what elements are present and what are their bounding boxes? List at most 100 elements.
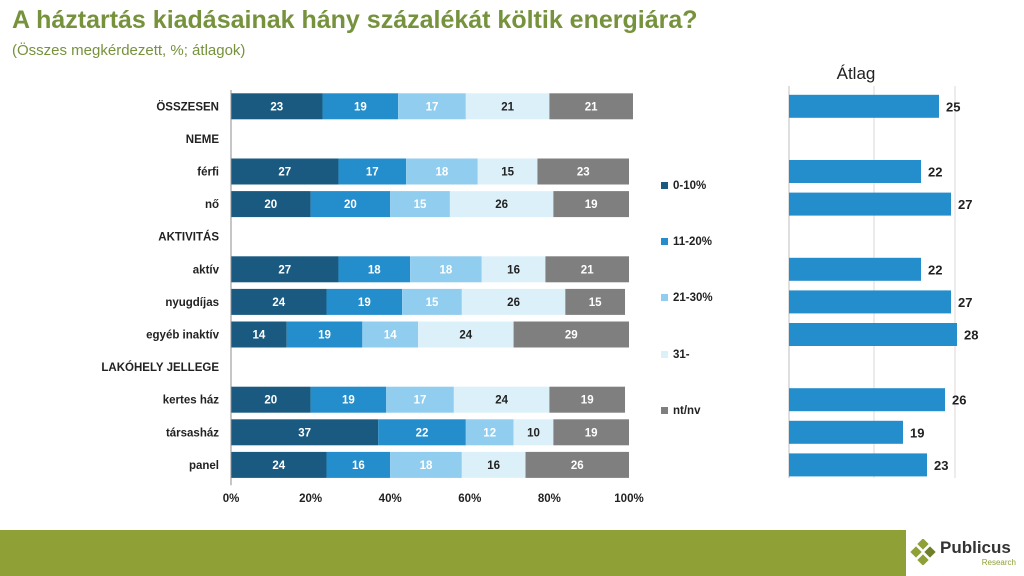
data-label: 27: [278, 167, 291, 179]
x-tick-label: 80%: [538, 493, 561, 505]
bar-segment: [513, 419, 554, 446]
bar-segment: [465, 419, 514, 446]
legend-swatch: [661, 238, 668, 245]
avg-value-label: 19: [910, 425, 924, 440]
category-label: AKTIVITÁS: [158, 231, 219, 244]
legend-swatch: [661, 182, 668, 189]
data-label: 18: [420, 460, 433, 472]
category-label: nő: [205, 199, 219, 211]
data-label: 29: [565, 330, 578, 342]
avg-bar: [789, 257, 921, 281]
bar-segment: [231, 451, 327, 478]
chart-area: ÖSSZESEN NEME férfi nő AKTIVITÁS aktív nyugdíj…: [101, 64, 978, 505]
bar-segment: [231, 191, 311, 218]
footer-bar: [0, 530, 1024, 576]
bar-segment: [338, 158, 407, 185]
avg-value-label: 22: [928, 262, 942, 277]
avg-value-label: 26: [952, 393, 966, 408]
bar-segment: [310, 191, 391, 218]
data-label: 19: [358, 297, 371, 309]
category-label: LAKÓHELY JELLEGE: [101, 361, 219, 374]
data-label: 19: [342, 395, 355, 407]
legend-label: 21-30%: [673, 292, 713, 304]
category-label: ÖSSZESEN: [156, 100, 219, 113]
bar-segment: [418, 321, 514, 348]
avg-bar: [789, 192, 951, 216]
data-label: 20: [264, 395, 277, 407]
bar-segment: [390, 191, 450, 218]
avg-bar: [789, 290, 951, 314]
data-label: 37: [298, 427, 311, 439]
avg-value-label: 28: [964, 328, 978, 343]
legend-label: 0-10%: [673, 180, 706, 192]
x-tick-label: 40%: [379, 493, 402, 505]
data-label: 17: [414, 395, 427, 407]
bar-segment: [410, 256, 482, 283]
legend-swatch: [661, 351, 668, 358]
bar-segment: [465, 93, 550, 120]
bar-segment: [231, 321, 287, 348]
avg-bar: [789, 420, 903, 444]
bar-segment: [402, 288, 462, 315]
bar-segment: [390, 451, 462, 478]
data-label: 23: [270, 101, 283, 113]
data-label: 15: [414, 199, 427, 211]
data-label: 15: [589, 297, 602, 309]
data-label: 16: [507, 264, 520, 276]
data-label: 23: [577, 167, 590, 179]
data-label: 26: [507, 297, 520, 309]
data-label: 15: [426, 297, 439, 309]
legend-label: 11-20%: [673, 236, 712, 248]
avg-bar: [789, 323, 957, 346]
avg-value-label: 23: [934, 458, 948, 473]
legend-label: 31-: [673, 349, 690, 361]
bar-segment: [231, 158, 339, 185]
bar-segment: [461, 288, 566, 315]
bar-segment: [386, 386, 454, 413]
page-title: A háztartás kiadásainak hány százalékát …: [12, 6, 698, 34]
bar-segment: [231, 256, 339, 283]
data-label: 24: [272, 460, 285, 472]
avg-bar: [789, 160, 921, 183]
avg-chart-title: Átlag: [837, 64, 876, 83]
data-label: 18: [440, 264, 453, 276]
data-label: 19: [585, 427, 598, 439]
data-label: 14: [252, 330, 265, 342]
data-label: 18: [436, 167, 449, 179]
logo-mark-icon: [910, 539, 936, 565]
avg-value-label: 27: [958, 295, 972, 310]
bar-segment: [231, 93, 323, 120]
data-label: 15: [501, 167, 514, 179]
data-label: 20: [344, 199, 357, 211]
category-label: nyugdíjas: [165, 297, 219, 309]
bar-segment: [545, 256, 629, 283]
category-label: aktív: [193, 264, 220, 276]
bar-segment: [553, 191, 629, 218]
bar-segment: [326, 451, 391, 478]
bar-segment: [338, 256, 411, 283]
data-label: 19: [585, 199, 598, 211]
bar-segment: [231, 419, 379, 446]
bar-segment: [453, 386, 550, 413]
data-label: 26: [495, 199, 508, 211]
data-label: 19: [318, 330, 331, 342]
legend-swatch: [661, 407, 668, 414]
data-label: 17: [366, 167, 379, 179]
bar-segment: [513, 321, 629, 348]
bar-segment: [231, 288, 327, 315]
bar-segment: [406, 158, 478, 185]
x-tick-label: 0%: [223, 493, 240, 505]
avg-value-label: 25: [946, 99, 960, 114]
data-label: 24: [495, 395, 508, 407]
bar-segment: [362, 321, 419, 348]
bar-segment: [477, 158, 538, 185]
data-label: 26: [571, 460, 584, 472]
bar-segment: [398, 93, 466, 120]
data-label: 12: [483, 427, 496, 439]
bar-segment: [537, 158, 629, 185]
data-label: 14: [384, 330, 397, 342]
category-label: férfi: [197, 167, 219, 179]
data-label: 24: [459, 330, 472, 342]
data-label: 27: [278, 264, 291, 276]
bar-segment: [481, 256, 546, 283]
